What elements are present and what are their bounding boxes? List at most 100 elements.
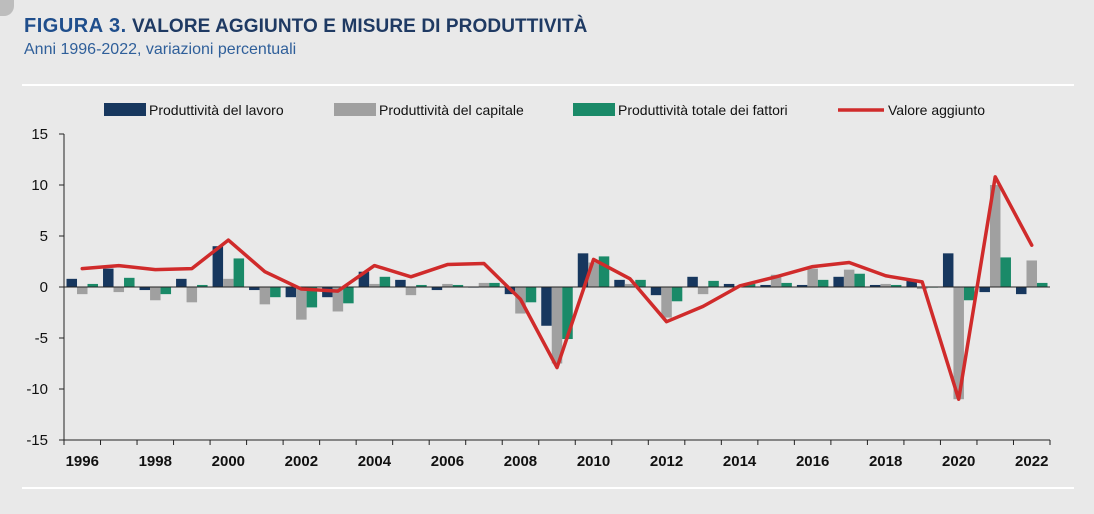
bar-tfp-2008 xyxy=(525,287,537,303)
legend-label-2: Produttività totale dei fattori xyxy=(618,102,788,118)
bar-tfp-2013 xyxy=(708,280,719,287)
bar-labour-2014 xyxy=(723,283,735,287)
legend-swatch-2 xyxy=(573,103,615,116)
bar-capital-2016 xyxy=(807,268,818,287)
bar-tfp-2020 xyxy=(963,287,975,301)
x-tick-label-2012: 2012 xyxy=(650,453,683,470)
bar-capital-2018 xyxy=(880,283,891,287)
bar-tfp-2003 xyxy=(343,287,354,304)
figure-subtitle: Anni 1996-2022, variazioni percentuali xyxy=(24,41,297,58)
y-tick-label: 10 xyxy=(31,177,48,194)
bar-capital-2011 xyxy=(624,283,636,287)
bar-tfp-2016 xyxy=(817,279,829,287)
bar-capital-1996 xyxy=(77,287,88,295)
x-tick-label-2002: 2002 xyxy=(285,453,318,470)
bar-labour-2013 xyxy=(687,276,698,287)
y-tick-label: 5 xyxy=(40,228,48,245)
bar-capital-2020 xyxy=(953,287,964,400)
bar-tfp-1998 xyxy=(160,287,172,295)
bar-capital-2021 xyxy=(989,185,1001,287)
x-tick-label-2016: 2016 xyxy=(796,453,829,470)
bar-tfp-2010 xyxy=(598,256,610,287)
bar-capital-2004 xyxy=(369,283,380,287)
bar-tfp-2000 xyxy=(233,258,245,287)
y-tick-label: -15 xyxy=(26,432,48,449)
bar-tfp-2011 xyxy=(635,279,646,287)
bar-capital-2003 xyxy=(332,287,344,312)
y-tick-label: -10 xyxy=(26,381,48,398)
x-tick-label-2000: 2000 xyxy=(212,453,245,470)
bar-labour-2006 xyxy=(431,287,443,291)
bar-tfp-2018 xyxy=(890,284,902,287)
bar-tfp-2006 xyxy=(452,284,464,287)
legend-label-0: Produttività del lavoro xyxy=(149,102,284,118)
bar-labour-2010 xyxy=(577,253,589,287)
bar-labour-2017 xyxy=(833,276,844,287)
x-tick-label-2022: 2022 xyxy=(1015,453,1048,470)
bar-capital-2002 xyxy=(296,287,307,320)
y-tick-label: 0 xyxy=(40,279,48,296)
bar-capital-2000 xyxy=(223,278,234,287)
bar-tfp-1997 xyxy=(124,277,135,287)
bar-labour-1998 xyxy=(139,287,151,291)
bar-tfp-2007 xyxy=(489,282,500,287)
bar-capital-2009 xyxy=(551,287,563,364)
bar-tfp-2015 xyxy=(781,282,792,287)
bar-labour-2022 xyxy=(1015,287,1027,295)
bar-labour-2019 xyxy=(906,279,917,287)
bar-capital-2012 xyxy=(661,287,672,318)
bar-tfp-2001 xyxy=(270,287,281,298)
bottom-divider xyxy=(22,487,1074,489)
bar-capital-2010 xyxy=(588,262,599,287)
bar-capital-2006 xyxy=(442,283,453,287)
bar-labour-2012 xyxy=(650,287,662,296)
bar-labour-2021 xyxy=(979,287,990,293)
bar-capital-2019 xyxy=(916,287,928,290)
bar-labour-1996 xyxy=(66,278,78,287)
bar-tfp-2009 xyxy=(562,287,573,340)
bar-labour-1999 xyxy=(176,278,187,287)
x-tick-label-2020: 2020 xyxy=(942,453,975,470)
legend-label-1: Produttività del capitale xyxy=(379,102,524,118)
bar-tfp-2012 xyxy=(671,287,683,302)
bar-labour-2018 xyxy=(869,284,881,287)
x-tick-label-2008: 2008 xyxy=(504,453,537,470)
bar-labour-2005 xyxy=(395,279,406,287)
corner-decoration xyxy=(0,0,14,16)
x-tick-label-1998: 1998 xyxy=(139,453,172,470)
bar-tfp-2014 xyxy=(744,283,756,287)
y-tick-label: 15 xyxy=(31,126,48,143)
x-tick-label-2006: 2006 xyxy=(431,453,464,470)
bar-labour-2001 xyxy=(249,287,260,291)
bar-capital-2017 xyxy=(843,269,855,287)
x-tick-label-2018: 2018 xyxy=(869,453,902,470)
legend-swatch-1 xyxy=(334,103,376,116)
x-tick-label-2004: 2004 xyxy=(358,453,392,470)
bar-tfp-2022 xyxy=(1036,282,1048,287)
bar-capital-2005 xyxy=(405,287,417,296)
bar-labour-2011 xyxy=(614,279,625,287)
bar-labour-2016 xyxy=(796,284,808,287)
bar-labour-2009 xyxy=(541,287,552,326)
bar-labour-1997 xyxy=(103,268,114,287)
bar-tfp-1999 xyxy=(197,284,208,287)
x-tick-label-2014: 2014 xyxy=(723,453,757,470)
bar-capital-2007 xyxy=(478,282,490,287)
line-valore-aggiunto xyxy=(80,175,1034,401)
bar-capital-2001 xyxy=(259,287,271,305)
figure-title: FIGURA 3. VALORE AGGIUNTO E MISURE DI PR… xyxy=(24,14,588,39)
bar-labour-2004 xyxy=(358,271,370,287)
bar-capital-2022 xyxy=(1026,260,1037,287)
bar-capital-2013 xyxy=(697,287,709,295)
bar-tfp-1996 xyxy=(87,283,99,287)
bar-capital-1997 xyxy=(113,287,125,293)
top-divider xyxy=(22,84,1074,86)
figure-label: FIGURA 3. xyxy=(24,15,127,37)
bar-labour-2020 xyxy=(942,253,954,287)
bar-tfp-2005 xyxy=(416,284,427,287)
bar-labour-2015 xyxy=(760,284,771,287)
bar-capital-1999 xyxy=(186,287,198,303)
chart-header: FIGURA 3. VALORE AGGIUNTO E MISURE DI PR… xyxy=(24,14,588,59)
legend-label-3: Valore aggiunto xyxy=(888,102,985,118)
